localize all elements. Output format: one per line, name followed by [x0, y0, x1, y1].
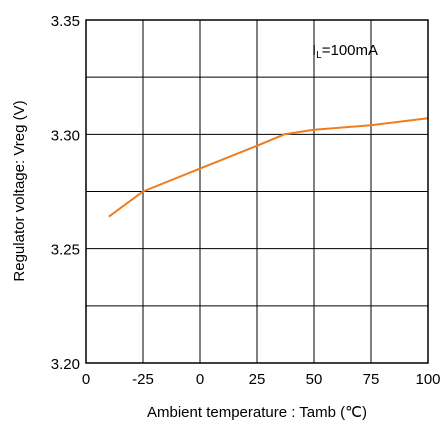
x-tick-label: -25	[132, 371, 154, 388]
y-tick-label: 3.25	[51, 242, 80, 259]
y-axis-title: Regulator voltage: Vreg (V)	[11, 100, 28, 281]
x-tick-label: 100	[415, 371, 440, 388]
series-layer	[108, 117, 429, 218]
load-current-annotation: IL=100mA	[312, 42, 378, 61]
annotation-subscript: L	[316, 50, 322, 61]
x-tick-label: 75	[363, 371, 380, 388]
y-axis-ticks: 3.20 3.25 3.30 3.35	[51, 13, 80, 373]
plot-frame	[85, 19, 429, 364]
x-axis-ticks: 0 -25 0 25 50 75 100	[82, 371, 441, 388]
x-axis-title: Ambient temperature : Tamb (℃)	[147, 404, 367, 421]
y-tick-label: 3.35	[51, 13, 80, 30]
x-tick-label: 25	[249, 371, 266, 388]
y-tick-label: 3.20	[51, 356, 80, 373]
y-tick-label: 3.30	[51, 127, 80, 144]
x-tick-label: 0	[82, 371, 90, 388]
x-tick-label: 0	[196, 371, 204, 388]
series-line	[108, 117, 429, 218]
annotation-main: I	[312, 42, 316, 59]
annotation-value: =100mA	[322, 42, 378, 59]
x-tick-label: 50	[306, 371, 323, 388]
